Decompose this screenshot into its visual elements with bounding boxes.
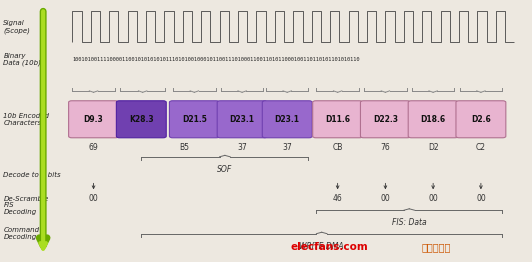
Text: B5: B5 xyxy=(179,143,189,152)
Text: 37: 37 xyxy=(237,143,247,152)
FancyBboxPatch shape xyxy=(69,101,119,138)
Text: WRITE DMA: WRITE DMA xyxy=(300,242,344,251)
Text: FIS: Data: FIS: Data xyxy=(392,219,427,227)
Text: Command
Decoding: Command Decoding xyxy=(3,227,39,241)
Text: 10010100111100001100101010101011101010010001011001110100011001101011000100110110: 1001010011110000110010101010101110101001… xyxy=(72,57,360,62)
Text: D2: D2 xyxy=(428,143,438,152)
Text: D11.6: D11.6 xyxy=(325,115,350,124)
FancyBboxPatch shape xyxy=(217,101,267,138)
Text: C2: C2 xyxy=(476,143,486,152)
Text: D22.3: D22.3 xyxy=(373,115,398,124)
Text: 37: 37 xyxy=(282,143,292,152)
Text: D23.1: D23.1 xyxy=(230,115,255,124)
Text: D2.6: D2.6 xyxy=(471,115,491,124)
Text: SOF: SOF xyxy=(217,165,232,174)
FancyBboxPatch shape xyxy=(361,101,410,138)
Text: 46: 46 xyxy=(332,194,343,203)
Text: Decode to 8 bits: Decode to 8 bits xyxy=(3,172,61,178)
Text: 00: 00 xyxy=(380,194,390,203)
Text: D23.1: D23.1 xyxy=(275,115,300,124)
Text: CB: CB xyxy=(332,143,343,152)
Text: elecfans.com: elecfans.com xyxy=(291,242,369,252)
FancyBboxPatch shape xyxy=(169,101,219,138)
FancyBboxPatch shape xyxy=(408,101,458,138)
Text: 00: 00 xyxy=(89,194,98,203)
Text: 00: 00 xyxy=(476,194,486,203)
Text: D21.5: D21.5 xyxy=(182,115,207,124)
Text: Binary
Data (10b): Binary Data (10b) xyxy=(3,52,41,66)
Text: Signal
(Scope): Signal (Scope) xyxy=(3,20,30,34)
Text: De-Scramble: De-Scramble xyxy=(3,196,48,202)
FancyBboxPatch shape xyxy=(313,101,363,138)
Text: 电子发烧友: 电子发烧友 xyxy=(421,242,451,252)
Text: K28.3: K28.3 xyxy=(129,115,154,124)
Text: D9.3: D9.3 xyxy=(84,115,103,124)
Text: 69: 69 xyxy=(89,143,98,152)
FancyBboxPatch shape xyxy=(117,101,166,138)
FancyBboxPatch shape xyxy=(262,101,312,138)
FancyBboxPatch shape xyxy=(456,101,506,138)
Text: 00: 00 xyxy=(428,194,438,203)
Text: 10b Encoded
Characters: 10b Encoded Characters xyxy=(3,113,49,126)
Text: FIS
Decoding: FIS Decoding xyxy=(3,202,37,215)
Text: D18.6: D18.6 xyxy=(421,115,446,124)
Text: 76: 76 xyxy=(380,143,390,152)
